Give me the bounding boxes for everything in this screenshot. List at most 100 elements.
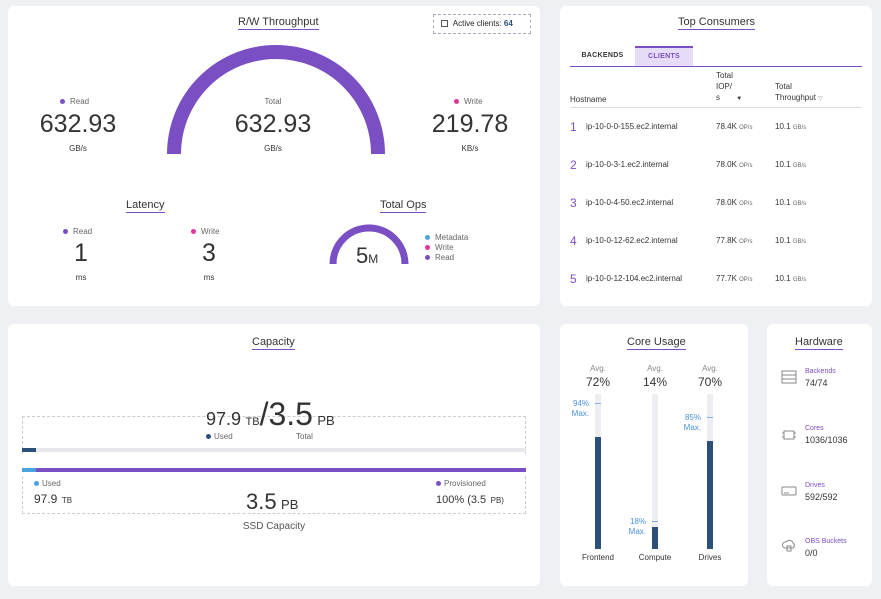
hw-drives-value: 592/592 bbox=[805, 492, 838, 502]
capacity-provisioned-bar-track bbox=[22, 468, 526, 472]
col-iops-line3-wrap: s ▼ bbox=[716, 92, 742, 105]
capacity-total-unit: PB bbox=[317, 413, 335, 428]
row-thr-value: 10.1 bbox=[775, 274, 791, 283]
table-row[interactable]: 5 ip-10-0-12-104.ec2.internal 77.7K OP/s… bbox=[570, 260, 862, 298]
core-avg-value: 70% bbox=[697, 375, 723, 389]
core-avg-value: 14% bbox=[642, 375, 668, 389]
throughput-total-value: 632.93 bbox=[234, 110, 312, 138]
hw-cores-value: 1036/1036 bbox=[805, 435, 848, 445]
table-row[interactable]: 2 ip-10-0-3-1.ec2.internal 78.0K OP/s 10… bbox=[570, 146, 862, 184]
col-hostname[interactable]: Hostname bbox=[570, 95, 607, 104]
latency-write-dot bbox=[191, 229, 196, 235]
row-iops: 78.0K OP/s bbox=[716, 184, 752, 223]
capacity-ssd: 3.5 PB bbox=[246, 489, 298, 515]
core-usage-title: Core Usage bbox=[627, 336, 686, 350]
sort-desc-icon[interactable]: ▼ bbox=[736, 96, 743, 102]
throughput-write-value: 219.78 bbox=[431, 110, 509, 138]
capacity-used-bar-track bbox=[22, 448, 526, 452]
tab-backends[interactable]: BACKENDS bbox=[581, 52, 624, 59]
server-icon bbox=[781, 370, 797, 384]
table-row[interactable]: 1 ip-10-0-0-155.ec2.internal 78.4K OP/s … bbox=[570, 108, 862, 146]
active-clients-label: Active clients: bbox=[452, 19, 502, 28]
hw-backends-value: 74/74 bbox=[805, 378, 828, 388]
throughput-read-label-text: Read bbox=[70, 97, 90, 106]
hw-cores-label: Cores bbox=[805, 425, 824, 432]
active-clients-value: 64 bbox=[503, 19, 513, 28]
latency-write-label-text: Write bbox=[201, 227, 220, 236]
latency-write-value: 3 bbox=[202, 239, 216, 267]
core-max-label: Max. bbox=[571, 409, 589, 419]
row-thr-value: 10.1 bbox=[775, 236, 791, 245]
capacity-summary: 97.9 TB/3.5 PB bbox=[206, 396, 335, 433]
row-iops-unit: OP/s bbox=[739, 125, 753, 131]
row-thr-value: 10.1 bbox=[775, 160, 791, 169]
clients-icon bbox=[441, 20, 448, 28]
capacity-ssd-unit: PB bbox=[281, 497, 299, 512]
core-bar-fill bbox=[707, 440, 713, 549]
core-max-label: Max. bbox=[683, 423, 701, 433]
core-max-value: 85% bbox=[684, 413, 701, 423]
row-iops-unit: OP/s bbox=[739, 163, 753, 169]
capacity-used-unit: TB bbox=[245, 416, 260, 428]
row-iops-unit: OP/s bbox=[739, 239, 753, 245]
cloud-bucket-icon bbox=[781, 539, 795, 552]
row-thr-unit: GB/s bbox=[792, 201, 807, 207]
row-iops: 78.0K OP/s bbox=[716, 146, 752, 185]
capacity-provisioned-label-text: Provisioned bbox=[444, 479, 486, 488]
provisioned-dot bbox=[436, 481, 441, 487]
table-row[interactable]: 3 ip-10-0-4-50.ec2.internal 78.0K OP/s 1… bbox=[570, 184, 862, 222]
row-hostname: ip-10-0-3-1.ec2.internal bbox=[586, 160, 669, 169]
col-iops-line3: s bbox=[716, 93, 720, 102]
latency-write-label: Write bbox=[191, 227, 220, 236]
row-iops-value: 78.4K bbox=[716, 122, 737, 131]
capacity-ssd-label: SSD Capacity bbox=[242, 521, 306, 532]
col-total-throughput[interactable]: Total Throughput ▽ bbox=[775, 81, 823, 105]
row-throughput: 10.1 GB/s bbox=[775, 184, 806, 223]
capacity-card: Capacity 97.9 TB/3.5 PB Used Total Used … bbox=[8, 324, 540, 586]
sort-icon[interactable]: ▽ bbox=[818, 96, 823, 102]
ops-legend-read: Read bbox=[425, 253, 454, 262]
latency-read-dot bbox=[63, 229, 68, 235]
table-row[interactable]: 4 ip-10-0-12-62.ec2.internal 77.8K OP/s … bbox=[570, 222, 862, 260]
col-thr-line2: Throughput bbox=[775, 93, 816, 102]
row-iops-value: 77.7K bbox=[716, 274, 737, 283]
core-usage-card: Core Usage Avg. 72% 94% Max. Frontend Avg. 14%… bbox=[560, 324, 748, 586]
capacity-used-label: Used bbox=[206, 432, 233, 441]
core-max-value: 18% bbox=[629, 517, 646, 527]
throughput-total-unit: GB/s bbox=[264, 144, 282, 153]
core-max-marker bbox=[595, 403, 601, 405]
core-bar-track bbox=[652, 394, 658, 549]
row-iops-value: 78.0K bbox=[716, 160, 737, 169]
capacity-bottom-used-label-text: Used bbox=[42, 479, 61, 488]
core-avg-label: Avg. bbox=[647, 364, 663, 373]
capacity-provisioned-bar-fill bbox=[22, 468, 526, 472]
ops-legend-metadata-text: Metadata bbox=[435, 233, 469, 242]
throughput-total-label: Total bbox=[264, 97, 282, 106]
throughput-write-label-text: Write bbox=[464, 97, 483, 106]
row-hostname: ip-10-0-4-50.ec2.internal bbox=[586, 198, 674, 207]
throughput-card: R/W Throughput Active clients: 64 Read 6… bbox=[8, 6, 540, 306]
hw-obs-value: 0/0 bbox=[805, 548, 818, 558]
tab-clients[interactable]: CLIENTS bbox=[635, 46, 693, 66]
row-hostname: ip-10-0-12-62.ec2.internal bbox=[586, 236, 678, 245]
row-iops: 77.8K OP/s bbox=[716, 222, 752, 261]
col-iops-line2: IOP/ bbox=[716, 82, 733, 91]
capacity-title: Capacity bbox=[252, 336, 295, 350]
active-clients-box[interactable]: Active clients: 64 bbox=[433, 14, 531, 34]
core-bar-fill bbox=[595, 437, 601, 549]
latency-read-unit: ms bbox=[75, 273, 87, 282]
top-consumers-card: Top Consumers BACKENDS CLIENTS Hostname … bbox=[560, 6, 872, 306]
col-total-iops[interactable]: Total IOP/ s ▼ bbox=[716, 70, 742, 105]
throughput-read-label: Read bbox=[60, 97, 89, 106]
capacity-ssd-used-bar bbox=[22, 468, 36, 472]
core-max-value: 94% bbox=[572, 399, 589, 409]
row-hostname: ip-10-0-0-155.ec2.internal bbox=[586, 122, 678, 131]
capacity-bottom-used: 97.9 TB bbox=[34, 490, 72, 508]
row-thr-value: 10.1 bbox=[775, 122, 791, 131]
row-thr-unit: GB/s bbox=[792, 239, 807, 245]
throughput-write-unit: KB/s bbox=[461, 144, 479, 153]
write-dot bbox=[454, 99, 459, 105]
row-iops: 77.7K OP/s bbox=[716, 260, 752, 299]
row-throughput: 10.1 GB/s bbox=[775, 146, 806, 185]
row-throughput: 10.1 GB/s bbox=[775, 260, 806, 299]
